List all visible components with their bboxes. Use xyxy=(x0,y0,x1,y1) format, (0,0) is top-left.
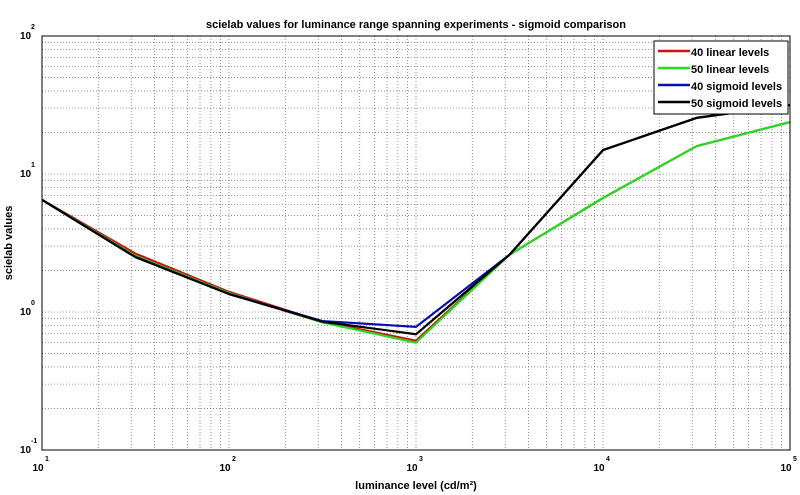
x-tick-label: 10 xyxy=(406,463,418,474)
y-tick-exponent: 1 xyxy=(31,162,35,169)
y-tick-exponent: 0 xyxy=(31,300,35,307)
legend-label: 40 sigmoid levels xyxy=(691,81,782,93)
x-tick-label: 10 xyxy=(32,463,44,474)
x-tick-label: 10 xyxy=(219,463,231,474)
y-tick-exponent: -1 xyxy=(31,438,37,445)
x-tick-exponent: 1 xyxy=(45,456,49,463)
x-tick-exponent: 5 xyxy=(793,456,797,463)
y-tick-label: 10 xyxy=(20,169,32,180)
legend-label: 40 linear levels xyxy=(691,47,769,59)
x-axis-label: luminance level (cd/m²) xyxy=(355,480,477,492)
plot-frame xyxy=(41,35,791,451)
series-lines xyxy=(41,103,791,344)
y-tick-label: 10 xyxy=(20,307,32,318)
y-tick-exponent: 2 xyxy=(31,24,35,31)
y-tick-label: 10 xyxy=(20,31,32,42)
x-tick-label: 10 xyxy=(593,463,605,474)
x-tick-exponent: 3 xyxy=(419,456,423,463)
legend-label: 50 sigmoid levels xyxy=(691,98,782,110)
x-tick-exponent: 2 xyxy=(232,456,236,463)
x-tick-label: 10 xyxy=(780,463,792,474)
y-axis-label: scielab values xyxy=(3,206,15,281)
y-tick-label: 10 xyxy=(20,445,32,456)
legend-label: 50 linear levels xyxy=(691,64,769,76)
series-line xyxy=(41,103,791,336)
legend: 40 linear levels 50 linear levels 40 sigmo… xyxy=(653,40,789,115)
chart-title: scielab values for luminance range spann… xyxy=(206,19,626,31)
x-tick-exponent: 4 xyxy=(606,456,610,463)
grid xyxy=(42,36,790,450)
